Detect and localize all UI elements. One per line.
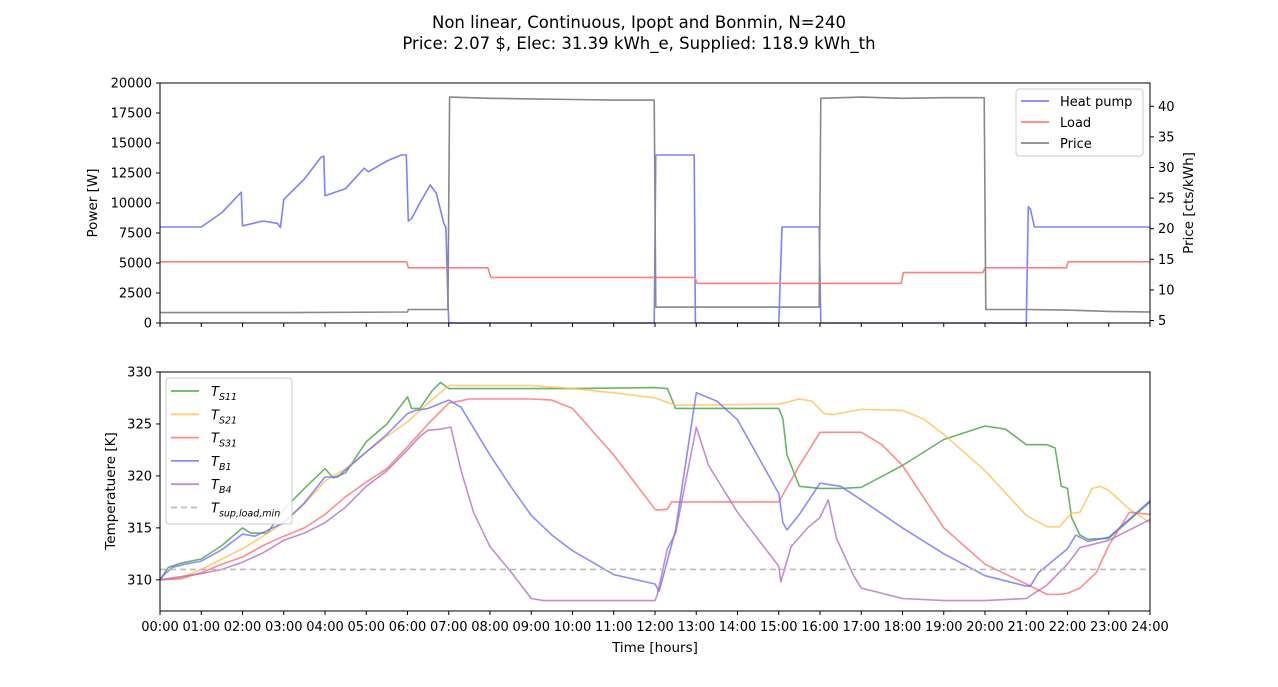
bottom-ytick-label: 310 [127,573,152,588]
bottom-xtick-label: 08:00 [471,620,508,635]
bottom-xtick-label: 24:00 [1131,620,1168,635]
bottom-axes-frame [159,371,1151,612]
top-y2tick-label: 5 [1158,314,1166,329]
top-y2tick-label: 15 [1158,253,1175,268]
bottom-legend-label: TB4 [211,478,232,496]
bottom-ytick-label: 330 [127,366,152,381]
bottom-legend-label: TS31 [211,432,237,450]
top-legend-label: Price [1060,137,1092,152]
bottom-xtick-label: 01:00 [183,620,220,635]
bottom-xtick-label: 15:00 [760,620,797,635]
top-legend-box [1015,88,1144,157]
bottom-series-group [159,381,1151,602]
top-y2tick-label: 30 [1158,161,1175,176]
bottom-xtick-label: 03:00 [265,620,302,635]
bottom-xtick-label: 22:00 [1049,620,1086,635]
series-line-t-b1 [159,391,1151,593]
bottom-xtick-label: 14:00 [719,620,756,635]
bottom-xtick-label: 07:00 [430,620,467,635]
top-ytick-label: 0 [144,317,152,332]
top-ytick-label: 2500 [119,287,152,302]
top-y2tick-label: 10 [1158,283,1175,298]
bottom-xtick-label: 06:00 [389,620,426,635]
bottom-xtick-label: 13:00 [678,620,715,635]
chart-title-line-1: Non linear, Continuous, Ipopt and Bonmin… [432,13,846,32]
chart-title-line-2: Price: 2.07 $, Elec: 31.39 kWh_e, Suppli… [402,34,875,54]
top-y2label: Price [cts/kWh] [1181,152,1197,254]
bottom-ytick-label: 315 [127,521,152,536]
top-ytick-label: 5000 [119,257,152,272]
bottom-xtick-label: 02:00 [224,620,261,635]
bottom-legend-label: Tsup,load,min [211,502,280,520]
bottom-xtick-label: 16:00 [801,620,838,635]
top-axes-frame [159,82,1151,324]
temperature-panel: 310 315 320 325 330 00:00 01:00 02:00 03:00 04:00… [103,366,1169,657]
bottom-xlabel: Time [hours] [611,640,698,656]
top-legend: Heat pump Load Price [1015,88,1144,157]
top-ytick-label: 15000 [111,137,152,152]
bottom-xtick-label: 11:00 [595,620,632,635]
bottom-xtick-label: 05:00 [348,620,385,635]
bottom-xtick-label: 10:00 [554,620,591,635]
bottom-axis-ticks: 310 315 320 325 330 00:00 01:00 02:00 03:00 04:00… [127,366,1169,636]
bottom-xtick-label: 19:00 [925,620,962,635]
top-y2tick-label: 20 [1158,222,1175,237]
bottom-legend-label: TS11 [211,385,237,403]
top-y2tick-label: 35 [1158,130,1175,145]
bottom-ylabel: Temperatuere [K] [103,432,119,551]
series-line-t-s31 [159,398,1151,596]
series-line-t-b4 [159,426,1151,602]
top-ytick-label: 7500 [119,227,152,242]
bottom-ytick-label: 325 [127,417,152,432]
bottom-xtick-label: 23:00 [1090,620,1127,635]
bottom-xtick-label: 00:00 [141,620,178,635]
top-ytick-label: 17500 [111,107,152,122]
top-y2tick-label: 25 [1158,192,1175,207]
series-line-t-s11 [159,381,1151,581]
bottom-ytick-label: 320 [127,469,152,484]
power-price-panel: 0 2500 5000 7500 10000 12500 15000 17500 20000 5 1… [85,77,1197,332]
top-y2tick-label: 40 [1158,100,1175,115]
top-axis-ticks: 0 2500 5000 7500 10000 12500 15000 17500 20000 5 1… [111,77,1175,332]
bottom-xtick-label: 20:00 [966,620,1003,635]
series-line-t-s21 [159,384,1151,581]
top-legend-label: Heat pump [1060,95,1132,110]
bottom-legend-label: TB1 [211,455,232,473]
bottom-xtick-label: 04:00 [306,620,343,635]
top-ylabel: Power [W] [85,169,101,238]
series-line-price [160,96,1151,314]
bottom-xtick-label: 09:00 [513,620,550,635]
bottom-xtick-label: 12:00 [636,620,673,635]
bottom-legend: TS11 TS21 TS31 TB1 TB4 Tsup,load,min [165,377,293,525]
top-ytick-label: 20000 [111,77,152,92]
bottom-xtick-label: 18:00 [884,620,921,635]
bottom-xtick-label: 21:00 [1008,620,1045,635]
top-series-group [160,96,1151,324]
top-legend-label: Load [1060,116,1091,131]
bottom-legend-label: TS21 [211,408,237,426]
bottom-xtick-label: 17:00 [843,620,880,635]
top-ytick-label: 12500 [111,167,152,182]
top-ytick-label: 10000 [111,197,152,212]
